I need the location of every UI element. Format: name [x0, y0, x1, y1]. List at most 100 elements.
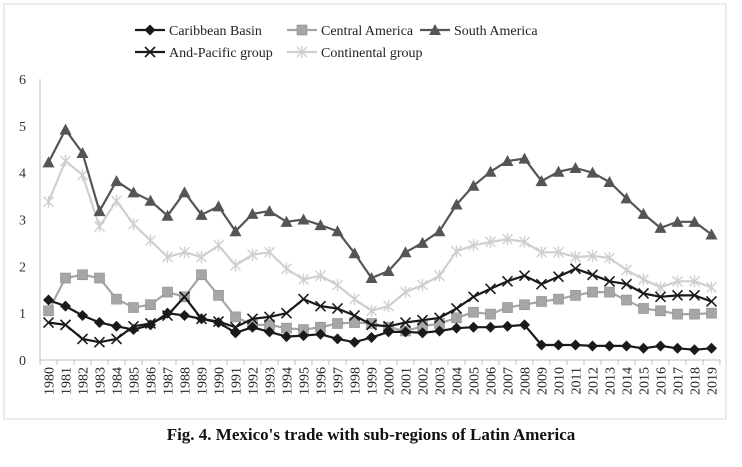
- y-tick-label: 0: [19, 354, 26, 369]
- figure-caption: Fig. 4. Mexico's trade with sub-regions …: [166, 425, 576, 444]
- data-point: [43, 195, 54, 208]
- legend-item-caribbean-basin: Caribbean Basin: [135, 24, 262, 39]
- data-point: [247, 321, 258, 333]
- legend-item-and-pacific-group: And-Pacific group: [135, 46, 273, 61]
- data-point: [77, 169, 88, 182]
- data-point: [196, 313, 207, 325]
- data-point: [484, 283, 497, 295]
- x-tick-label: 2006: [485, 367, 500, 395]
- x-tick-label: 2007: [502, 367, 517, 395]
- data-point: [433, 312, 446, 324]
- data-point: [161, 209, 174, 221]
- data-point: [467, 291, 480, 303]
- series-line-south-america: [47, 128, 713, 280]
- data-point: [552, 165, 565, 177]
- data-point: [366, 332, 377, 344]
- data-point: [128, 302, 139, 313]
- data-point: [111, 293, 122, 305]
- data-point: [638, 303, 649, 314]
- legend-label: Central America: [321, 24, 414, 39]
- x-tick-label: 2019: [706, 367, 721, 395]
- x-tick-label: 2002: [417, 367, 432, 395]
- data-point: [349, 336, 360, 348]
- data-point: [536, 296, 547, 307]
- data-point: [297, 293, 310, 305]
- x-tick-label: 2014: [621, 367, 636, 395]
- data-point: [502, 233, 513, 246]
- data-point: [671, 289, 684, 301]
- data-point: [365, 319, 378, 331]
- data-point: [332, 318, 343, 329]
- data-point: [145, 299, 156, 311]
- data-point: [196, 250, 207, 263]
- data-point: [451, 322, 462, 334]
- data-point: [689, 275, 700, 288]
- data-point: [331, 225, 344, 237]
- x-tick-label: 2003: [434, 367, 449, 395]
- data-point: [179, 310, 190, 322]
- data-point: [264, 246, 275, 259]
- data-point: [434, 269, 445, 282]
- data-point: [263, 311, 276, 323]
- data-point: [468, 306, 479, 318]
- x-tick-label: 1984: [111, 367, 126, 395]
- data-point: [586, 269, 599, 281]
- data-point: [570, 250, 581, 263]
- data-point: [536, 246, 547, 259]
- data-point: [178, 186, 191, 198]
- data-point: [145, 234, 156, 247]
- legend-marker: [144, 46, 156, 58]
- data-point: [366, 318, 377, 329]
- legend-item-central-america: Central America: [287, 24, 414, 39]
- data-point: [672, 275, 683, 288]
- data-point: [111, 194, 122, 207]
- data-point: [59, 319, 72, 331]
- data-point: [315, 328, 326, 340]
- legend-marker: [429, 24, 441, 35]
- data-point: [519, 319, 530, 331]
- x-tick-label: 2008: [519, 367, 534, 395]
- data-point: [162, 307, 173, 319]
- data-point: [706, 342, 717, 354]
- x-tick-label: 1999: [366, 367, 381, 395]
- x-tick-label: 1993: [264, 367, 279, 395]
- data-point: [43, 294, 54, 306]
- data-point: [110, 333, 123, 345]
- data-point: [552, 271, 565, 283]
- data-point: [365, 272, 378, 284]
- data-point: [144, 194, 157, 206]
- data-point: [502, 320, 513, 332]
- series-line-caribbean-basin: [48, 299, 712, 351]
- data-point: [230, 259, 241, 272]
- data-point: [570, 339, 581, 351]
- data-point: [416, 314, 429, 326]
- data-point: [60, 300, 71, 312]
- data-point: [145, 319, 156, 331]
- data-point: [298, 330, 309, 342]
- data-point: [297, 213, 310, 225]
- y-tick-label: 2: [19, 260, 26, 275]
- data-point: [536, 339, 547, 351]
- data-point: [621, 264, 632, 277]
- data-point: [366, 304, 377, 317]
- data-point: [332, 333, 343, 345]
- data-point: [400, 286, 411, 299]
- data-point: [688, 289, 701, 301]
- data-point: [637, 287, 650, 300]
- data-point: [76, 333, 89, 345]
- x-tick-label: 1990: [213, 367, 228, 395]
- data-point: [706, 281, 717, 294]
- data-point: [468, 321, 479, 333]
- x-tick-label: 2016: [655, 367, 670, 395]
- data-point: [196, 269, 207, 281]
- series-south-america: [42, 123, 718, 284]
- data-point: [705, 228, 718, 240]
- data-point: [655, 340, 666, 352]
- x-tick-label: 1983: [94, 367, 109, 395]
- data-point: [433, 225, 446, 237]
- data-point: [604, 286, 615, 298]
- data-point: [467, 179, 480, 191]
- data-point: [501, 275, 514, 287]
- data-point: [94, 317, 105, 329]
- data-point: [519, 235, 530, 248]
